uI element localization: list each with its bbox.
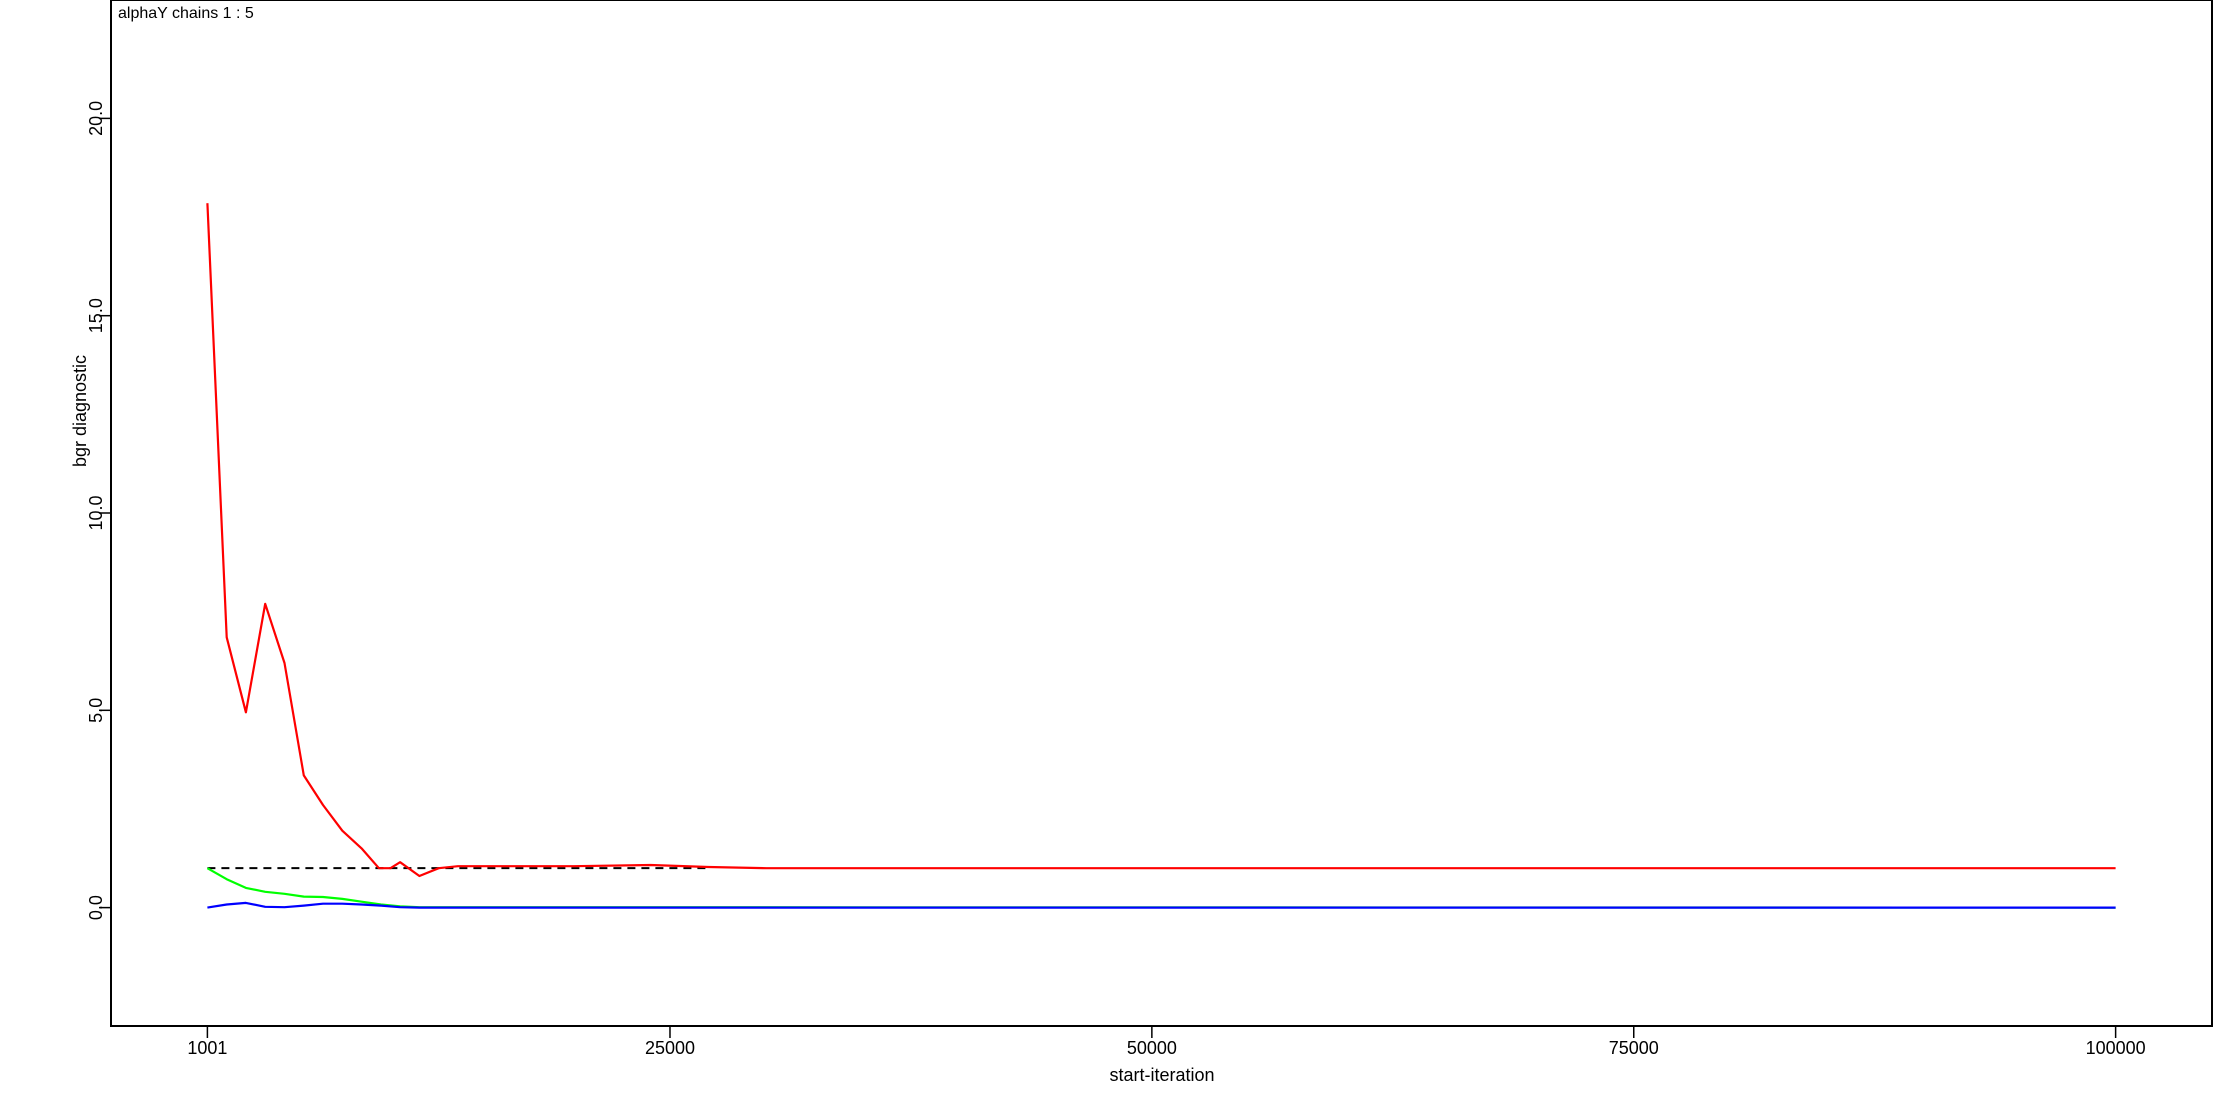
y-tick-label: 10.0 xyxy=(86,495,106,530)
x-axis-title: start-iteration xyxy=(1109,1065,1214,1085)
plot-frame xyxy=(110,0,2213,1027)
x-tick-label: 1001 xyxy=(187,1038,227,1058)
y-axis: 0.0 5.0 10.0 15.0 20.0 xyxy=(86,101,111,920)
chart-title: alphaY chains 1 : 5 xyxy=(118,5,254,22)
series-layer xyxy=(206,203,2116,909)
y-tick-label: 0.0 xyxy=(86,895,106,920)
series-line-within-chain-width xyxy=(207,901,2116,909)
x-tick-label: 75000 xyxy=(1609,1038,1659,1058)
y-tick-label: 5.0 xyxy=(86,698,106,723)
y-tick-label: 20.0 xyxy=(86,101,106,136)
x-axis: 1001 25000 50000 75000 100000 xyxy=(187,1026,2146,1058)
series-line-bgr-ratio xyxy=(206,203,2116,878)
y-axis-title: bgr diagnostic xyxy=(70,355,90,467)
y-tick-label: 15.0 xyxy=(86,298,106,333)
x-tick-label: 100000 xyxy=(2086,1038,2146,1058)
x-tick-label: 25000 xyxy=(645,1038,695,1058)
x-tick-label: 50000 xyxy=(1127,1038,1177,1058)
